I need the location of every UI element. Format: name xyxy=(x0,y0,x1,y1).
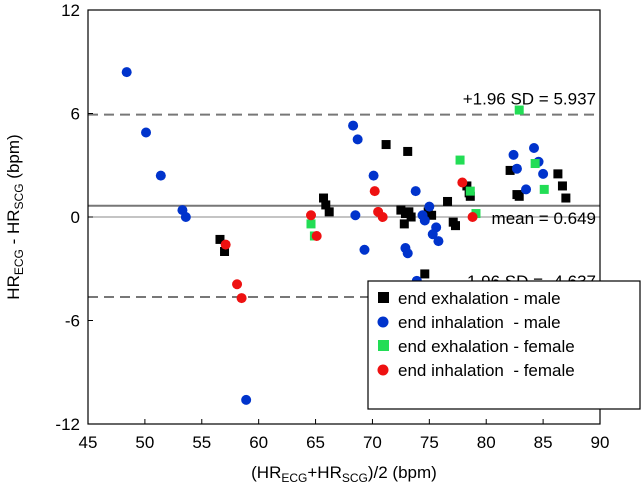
data-point-circle xyxy=(457,177,468,188)
x-tick-label: 65 xyxy=(306,433,325,452)
data-point-square xyxy=(514,105,524,115)
data-point-square xyxy=(403,146,413,156)
data-point-circle xyxy=(155,170,166,181)
data-point-square xyxy=(455,155,465,165)
data-point-square xyxy=(427,210,437,220)
series-1 xyxy=(121,67,549,405)
data-point-square xyxy=(406,212,416,222)
x-tick-label: 85 xyxy=(534,433,553,452)
data-point-square xyxy=(462,181,472,191)
x-tick-label: 55 xyxy=(192,433,211,452)
series-0 xyxy=(215,140,571,279)
mean-label: mean = 0.649 xyxy=(492,209,596,228)
data-point-circle xyxy=(467,212,478,222)
data-point-square xyxy=(514,191,524,201)
data-point-square xyxy=(465,191,475,201)
data-point-circle xyxy=(311,230,322,241)
x-tick-label: 75 xyxy=(420,433,439,452)
data-point-square xyxy=(399,219,409,229)
data-point-circle xyxy=(410,186,421,197)
legend-marker-exhalation-male xyxy=(378,292,389,303)
legend-box xyxy=(367,280,641,410)
y-tick-label: 6 xyxy=(71,105,80,124)
data-point-circle xyxy=(529,143,540,153)
legend-label-exhalation-male: end exhalation - male xyxy=(398,289,561,308)
data-point-circle xyxy=(369,186,380,197)
data-point-circle xyxy=(180,212,191,222)
x-axis-label: (HRECG+HRSCG)/2 (bpm) xyxy=(251,463,437,485)
data-point-square xyxy=(539,184,549,194)
data-point-circle xyxy=(306,210,317,221)
x-tick-label: 90 xyxy=(591,433,610,452)
data-point-square xyxy=(215,234,225,244)
data-point-circle xyxy=(232,279,243,290)
data-point-circle xyxy=(241,394,252,405)
data-point-square xyxy=(404,207,414,217)
data-point-circle xyxy=(368,170,379,181)
reference-lines xyxy=(88,113,600,298)
data-point-square xyxy=(220,247,230,256)
data-point-circle xyxy=(424,201,435,212)
data-point-square xyxy=(561,193,571,203)
upper-limit-label: +1.96 SD = 5.937 xyxy=(463,90,596,109)
x-tick-label: 50 xyxy=(135,433,154,452)
y-tick-label: -12 xyxy=(55,415,80,434)
data-point-circle xyxy=(377,212,388,222)
axis-ticks: 45 50 55 60 65 70 75 80 85 90 -12 -6 0 6 12 xyxy=(55,1,609,452)
data-point-square xyxy=(451,221,461,231)
x-tick-label: 60 xyxy=(249,433,268,452)
data-point-square xyxy=(381,140,391,150)
x-tick-label: 80 xyxy=(477,433,496,452)
y-tick-label: 0 xyxy=(71,208,80,227)
x-tick-label: 45 xyxy=(79,433,98,452)
data-point-square xyxy=(465,186,475,196)
data-point-circle xyxy=(427,229,438,240)
data-point-square xyxy=(396,205,406,215)
data-point-square xyxy=(420,269,430,279)
data-point-circle xyxy=(348,120,359,131)
data-point-circle xyxy=(220,239,231,250)
data-point-circle xyxy=(538,168,549,179)
data-point-circle xyxy=(359,244,370,255)
y-axis-label: HRECG - HRSCG (bpm) xyxy=(4,134,26,299)
y-tick-label: 12 xyxy=(61,1,80,20)
x-tick-label: 70 xyxy=(363,433,382,452)
data-point-circle xyxy=(350,210,361,221)
plot-frame xyxy=(87,9,601,425)
data-point-square xyxy=(505,165,515,175)
data-point-circle xyxy=(419,215,430,226)
data-point-square xyxy=(443,196,453,206)
legend: end exhalation - male end inhalation - m… xyxy=(367,280,641,410)
data-point-square xyxy=(553,169,563,179)
data-point-square xyxy=(324,207,334,217)
data-points xyxy=(121,67,571,405)
data-point-circle xyxy=(521,184,532,195)
data-point-square xyxy=(319,193,329,203)
legend-label-exhalation-female: end exhalation - female xyxy=(398,337,575,356)
data-point-circle xyxy=(402,248,413,259)
legend-label-inhalation-male: end inhalation - male xyxy=(398,313,561,332)
data-point-circle xyxy=(508,149,519,160)
series-3 xyxy=(220,177,478,304)
data-point-circle xyxy=(236,293,247,304)
data-point-square xyxy=(321,200,331,210)
data-point-circle xyxy=(433,236,444,247)
data-point-circle xyxy=(141,127,152,138)
y-tick-label: -6 xyxy=(65,312,80,331)
data-point-circle xyxy=(511,163,522,174)
data-point-circle xyxy=(352,134,363,145)
data-point-square xyxy=(557,181,567,191)
legend-marker-exhalation-female xyxy=(378,340,389,351)
legend-label-inhalation-female: end inhalation - female xyxy=(398,361,575,380)
data-point-square xyxy=(530,159,540,169)
legend-marker-inhalation-male xyxy=(377,316,389,328)
data-point-square xyxy=(306,219,316,229)
data-point-circle xyxy=(121,67,132,78)
legend-marker-inhalation-female xyxy=(377,364,389,376)
